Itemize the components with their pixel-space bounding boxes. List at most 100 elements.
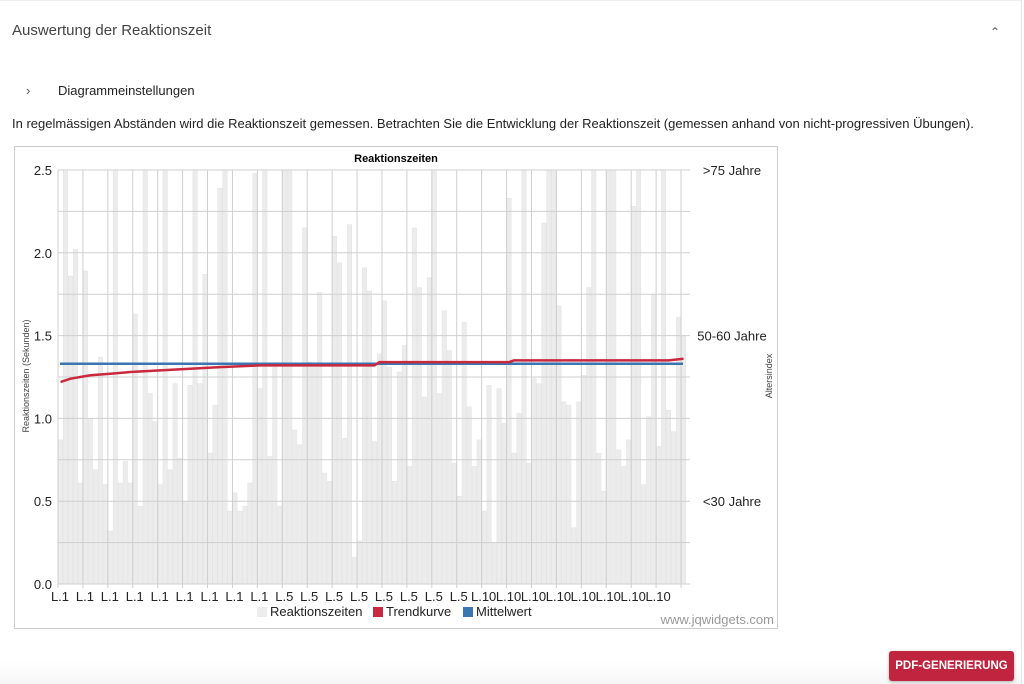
bar-reaktionszeit [247,482,253,585]
x-tick-label: L.5 [425,589,443,604]
bar-reaktionszeit [127,482,133,585]
bar-reaktionszeit [237,510,243,585]
bar-reaktionszeit [641,484,647,585]
bar-reaktionszeit [327,481,333,585]
chart-settings-toggle[interactable]: › Diagrammeinstellungen [26,83,195,98]
bar-reaktionszeit [68,275,73,585]
bar-reaktionszeit [516,413,522,585]
legend-swatch-mittelwert [463,607,473,617]
bar-reaktionszeit [267,456,273,585]
bar-reaktionszeit [631,206,637,585]
bar-reaktionszeit [177,457,183,585]
bar-reaktionszeit [426,277,432,585]
bar-reaktionszeit [272,363,278,585]
x-tick-label: L.10 [546,589,571,604]
bar-reaktionszeit [616,449,622,585]
x-tick-label: L.1 [225,589,243,604]
bar-reaktionszeit [656,446,662,585]
bar-reaktionszeit [586,287,592,585]
bar-reaktionszeit [277,505,283,585]
bar-reaktionszeit [352,557,357,585]
legend-swatch-reaktionszeiten [257,607,267,617]
x-tick-label: L.5 [450,589,468,604]
bar-reaktionszeit [391,481,397,585]
y-axis-title: Reaktionszeiten (Sekunden) [21,319,31,432]
bar-reaktionszeit [167,469,173,585]
chevron-right-icon: › [26,83,31,98]
bar-reaktionszeit [541,222,547,585]
bar-reaktionszeit [581,375,587,585]
bar-reaktionszeit [387,366,392,585]
bar-reaktionszeit [117,482,123,585]
bar-reaktionszeit [456,495,462,585]
bar-reaktionszeit [466,406,472,585]
bar-reaktionszeit [501,423,507,585]
bar-reaktionszeit [77,482,83,585]
bar-reaktionszeit [202,274,208,585]
x-tick-label: L.5 [350,589,368,604]
bar-reaktionszeit [312,365,318,585]
bar-reaktionszeit [372,441,377,585]
x-tick-label: L.5 [325,589,343,604]
bar-reaktionszeit [187,385,193,585]
bar-reaktionszeit [197,383,203,585]
bar-reaktionszeit [307,361,313,585]
bar-reaktionszeit [436,393,442,585]
bar-reaktionszeit [137,505,143,585]
x-tick-label: L.10 [596,589,621,604]
bar-reaktionszeit [396,371,402,585]
bar-reaktionszeit [92,469,98,585]
x-tick-label: L.10 [521,589,546,604]
x-tick-label: L.10 [471,589,496,604]
bar-reaktionszeit [446,350,452,585]
x-tick-label: L.5 [300,589,318,604]
reaction-time-chart: 0.0 0.5 1.0 1.5 2.0 2.5 L.1 L.1 L.1 L.1 L.1 L.1 L.1 L… [14,146,778,629]
y-tick-label: 2.0 [34,246,52,261]
bar-reaktionszeit [576,401,582,585]
x-tick-label: L.1 [101,589,119,604]
x-tick-label: L.1 [200,589,218,604]
bar-reaktionszeit [82,270,88,585]
bar-reaktionszeit [651,293,657,585]
x-tick-label: L.10 [645,589,670,604]
x-tick-label: L.5 [275,589,293,604]
chart-title: Reaktionszeiten [354,153,438,165]
x-tick-label: L.1 [250,589,268,604]
chart-svg: 0.0 0.5 1.0 1.5 2.0 2.5 L.1 L.1 L.1 L.1 L.1 L.1 L.1 L… [21,153,774,627]
legend-label-reaktionszeiten: Reaktionszeiten [270,604,363,619]
y-tick-label: 0.0 [34,577,52,592]
bar-reaktionszeit [476,439,482,585]
bar-reaktionszeit [102,484,108,585]
pdf-generate-button[interactable]: PDF-GENERIERUNG [889,651,1014,681]
bar-reaktionszeit [332,235,338,585]
bar-reaktionszeit [566,404,572,585]
bar-reaktionszeit [486,385,492,585]
bar-reaktionszeit [292,429,298,585]
bar-reaktionszeit [322,472,328,585]
bar-reaktionszeit [347,224,353,585]
bar-reaktionszeit [297,444,303,585]
legend-label-mittelwert: Mittelwert [476,604,532,619]
bar-reaktionszeit [451,462,457,585]
x-tick-label: L.1 [76,589,94,604]
x-tick-label: L.1 [126,589,144,604]
bar-reaktionszeit [207,452,213,585]
bar-reaktionszeit [506,197,512,585]
bar-reaktionszeit [212,404,218,585]
bar-reaktionszeit [561,401,567,585]
right-axis-tick-label: >75 Jahre [703,163,761,178]
bar-reaktionszeit [132,313,138,585]
chart-settings-label: Diagrammeinstellungen [58,83,195,98]
watermark-text: www.jqwidgets.com [660,612,774,627]
right-axis-tick-label: 50-60 Jahre [697,329,766,344]
chevron-up-icon[interactable]: ⌃ [990,25,1001,39]
bar-reaktionszeit [416,287,422,585]
description-text: In regelmässigen Abständen wird die Reak… [12,116,974,131]
bar-reaktionszeit [172,383,178,585]
bar-reaktionszeit [362,267,367,585]
bar-reaktionszeit [377,353,382,585]
trend-line [60,357,684,384]
x-tick-label: L.10 [621,589,646,604]
bar-reaktionszeit [666,409,671,585]
